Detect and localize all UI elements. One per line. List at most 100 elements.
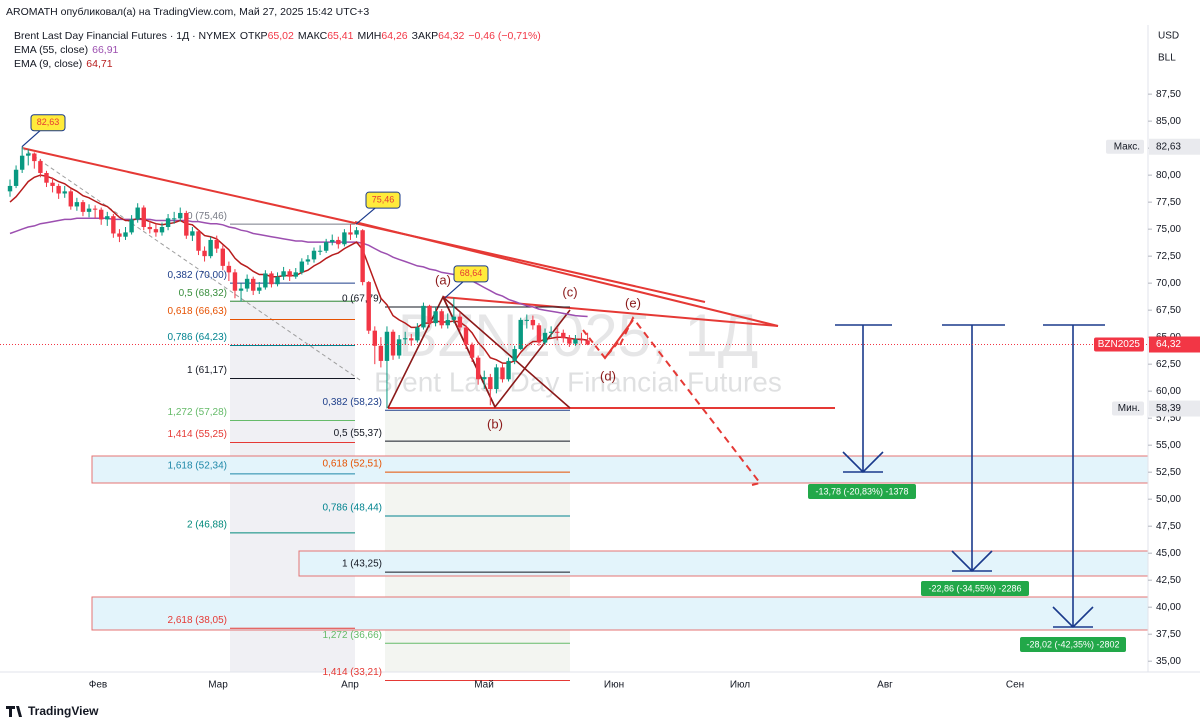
- x-tick-label: Фев: [89, 680, 107, 691]
- y-tick-label: 50,00: [1156, 494, 1181, 505]
- target-label: -13,78 (-20,83%) -1378: [815, 486, 908, 496]
- fib-label: 0,5 (55,37): [334, 428, 382, 439]
- y-tick-label: 35,00: [1156, 656, 1181, 667]
- candle-body: [56, 185, 61, 194]
- candle-body: [518, 319, 523, 350]
- candle-body: [111, 216, 116, 234]
- y-tick-label: 67,50: [1156, 305, 1181, 316]
- x-tick-label: Июл: [730, 680, 750, 691]
- candle-body: [354, 230, 359, 235]
- candle-body: [396, 339, 402, 356]
- ohlc-value: 65,41: [327, 30, 353, 42]
- candle-body: [457, 316, 463, 328]
- watermark: BZN2025, 1Д: [398, 302, 759, 369]
- target-zone: [91, 455, 1149, 484]
- candle-body: [165, 218, 171, 227]
- candle-body: [32, 153, 37, 162]
- candle-body: [92, 208, 98, 210]
- candle-body: [330, 239, 335, 243]
- y-tick-label: 40,00: [1156, 602, 1181, 613]
- candle-body: [482, 377, 487, 380]
- candle-body: [421, 305, 426, 328]
- candle-body: [257, 287, 262, 291]
- candle-body: [463, 327, 469, 345]
- candle-body: [251, 278, 256, 291]
- candle-body: [141, 207, 146, 227]
- target-box: [921, 581, 1029, 596]
- callout-box: [30, 114, 66, 132]
- price-tag-name: Макс.: [1114, 141, 1140, 152]
- candle-body: [433, 311, 438, 324]
- candle-body: [171, 218, 177, 220]
- candle-body: [117, 233, 122, 237]
- candle-body: [86, 208, 92, 212]
- wave-label: (e): [625, 295, 641, 310]
- callout-pointer: [355, 207, 376, 225]
- candle-body: [475, 357, 481, 380]
- logo: [6, 706, 22, 717]
- fib-label: 1,272 (36,66): [323, 630, 383, 641]
- symbol: Brent Last Day Financial Futures · 1Д · …: [14, 30, 236, 42]
- candle-body: [488, 377, 493, 390]
- candle-body: [427, 305, 432, 324]
- candle-body: [269, 273, 274, 285]
- y-tick-label: 72,50: [1156, 251, 1181, 262]
- target-label: -22,86 (-34,55%) -2286: [928, 583, 1021, 593]
- candle-body: [585, 340, 590, 345]
- candle-body: [26, 153, 31, 156]
- price-tag-value: 82,63: [1156, 141, 1181, 152]
- fib-background: [385, 410, 570, 672]
- candle-body: [38, 161, 43, 173]
- candle-body: [68, 191, 73, 207]
- y-tick-label: 70,00: [1156, 278, 1181, 289]
- callout-label: 75,46: [372, 195, 395, 205]
- legend-entry: EMA (55, close) 66,91: [14, 44, 119, 56]
- change: −0,46 (−0,71%): [468, 30, 540, 42]
- y-tick-label: 42,50: [1156, 575, 1181, 586]
- price-tag-box: [1149, 400, 1200, 417]
- ohlc-name: ОТКР: [240, 30, 268, 42]
- fib-label: 0,618 (52,51): [323, 459, 383, 470]
- fib-label: 0 (75,46): [187, 211, 227, 222]
- unit: BLL: [1158, 53, 1176, 64]
- candle-body: [439, 311, 444, 326]
- y-tick-label: 62,50: [1156, 359, 1181, 370]
- candle-body: [494, 367, 499, 390]
- wave-label: (d): [600, 368, 616, 383]
- candle-body: [567, 338, 572, 344]
- fib-label: 0,618 (66,63): [168, 306, 228, 317]
- callout-pointer: [21, 130, 41, 148]
- x-tick-label: Мар: [208, 680, 228, 691]
- wave-label: (c): [562, 284, 577, 299]
- candle-body: [524, 319, 529, 321]
- candle-body: [263, 273, 268, 288]
- candle-body: [403, 338, 408, 340]
- candle-body: [579, 339, 584, 341]
- x-tick-label: Сен: [1006, 680, 1024, 691]
- candle-body: [360, 230, 365, 283]
- x-tick-label: Май: [474, 680, 494, 691]
- candle-body: [275, 276, 280, 285]
- candle-body: [202, 250, 207, 257]
- wave-label: (b): [487, 416, 503, 431]
- target-box: [1020, 637, 1126, 652]
- price-tag-name-box: [1106, 139, 1144, 154]
- candle-body: [323, 242, 329, 251]
- callout-label: 68,64: [460, 268, 483, 278]
- trend-line: [442, 296, 779, 327]
- callout-box: [365, 191, 401, 209]
- y-tick-label: 37,50: [1156, 629, 1181, 640]
- candle-body: [415, 327, 420, 341]
- candle-body: [105, 216, 110, 220]
- candle-body: [281, 271, 286, 277]
- candle-body: [573, 339, 578, 344]
- ohlc-name: ЗАКР: [412, 30, 438, 42]
- candle-body: [348, 232, 353, 235]
- wave-lines: [387, 295, 571, 409]
- price-tag-name: BZN2025: [1098, 339, 1141, 350]
- candle-body: [336, 239, 341, 245]
- fib-label: 1,272 (57,28): [168, 407, 228, 418]
- candle-body: [129, 219, 134, 233]
- candle-body: [390, 331, 396, 356]
